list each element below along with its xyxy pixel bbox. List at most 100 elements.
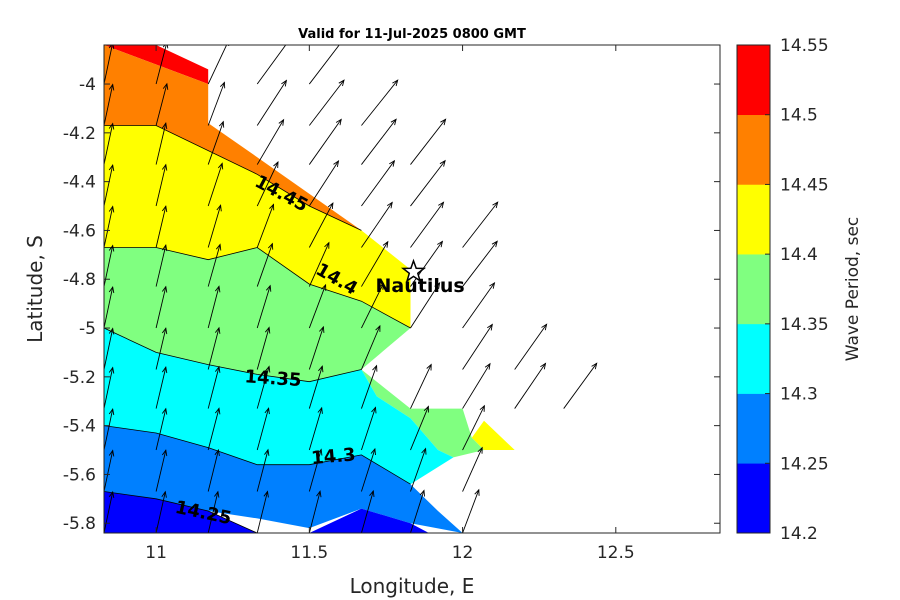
wave-arrow xyxy=(155,285,168,329)
wave-arrow xyxy=(514,323,548,370)
wave-arrow xyxy=(104,163,115,207)
wave-arrow xyxy=(410,201,445,248)
colorbar-tick-label: 14.45 xyxy=(780,175,829,195)
wave-arrow xyxy=(410,240,444,287)
wave-arrow xyxy=(256,160,279,207)
y-axis-label: Latitude, S xyxy=(23,235,47,343)
wave-arrow xyxy=(361,324,381,370)
y-tick-label: -4.8 xyxy=(63,270,96,290)
colorbar-tick-label: 14.25 xyxy=(780,454,829,474)
contour-line-14.25 xyxy=(104,491,258,533)
wave-arrow xyxy=(256,490,269,533)
wave-arrow xyxy=(155,244,168,287)
wave-arrow xyxy=(361,118,397,165)
wave-arrow xyxy=(104,205,115,248)
wave-arrow xyxy=(514,362,547,409)
contour-band-14.45-14.5 xyxy=(104,45,362,231)
wave-arrow xyxy=(104,122,115,165)
wave-arrow xyxy=(360,489,375,533)
wave-arrow xyxy=(308,448,323,492)
colorbar-tick-label: 14.3 xyxy=(780,385,818,405)
wave-arrow xyxy=(155,122,168,165)
y-tick-label: -4 xyxy=(79,75,96,95)
wave-arrow xyxy=(308,241,330,287)
colorbar-tick-label: 14.4 xyxy=(780,245,818,265)
contour-band-14.25-14.3 xyxy=(104,425,463,533)
wave-arrow xyxy=(256,365,271,409)
wave-arrow xyxy=(308,490,322,533)
wave-arrow xyxy=(256,118,285,165)
station-star-icon xyxy=(400,258,427,283)
contour-band-14.35-14.4 xyxy=(361,369,484,458)
wave-arrow xyxy=(104,327,115,370)
contour-band-14.2-14.25 xyxy=(104,491,258,533)
colorbar-label: Wave Period, sec xyxy=(843,217,863,362)
wave-arrow xyxy=(104,490,115,533)
contour-line-14.3 xyxy=(104,425,411,485)
colorbar-segment xyxy=(737,114,770,185)
contour-band-14.35-14.4 xyxy=(104,247,411,382)
wave-arrow xyxy=(361,447,376,492)
wave-arrow xyxy=(207,204,222,248)
colorbar-segment xyxy=(737,45,770,116)
wave-arrow xyxy=(308,365,324,409)
wave-arrow xyxy=(361,364,378,409)
wave-arrow xyxy=(207,120,225,165)
wave-arrow xyxy=(308,79,345,126)
wave-arrow xyxy=(410,159,446,207)
wave-arrow xyxy=(155,366,168,409)
wave-arrow xyxy=(308,118,342,165)
wave-arrow xyxy=(155,327,168,370)
x-axis-ticks: 11 11.5 12 12.5 xyxy=(145,45,635,563)
contour-band-14.3-14.35 xyxy=(104,328,454,485)
wave-arrow xyxy=(104,366,115,409)
contour-label-14.35: 14.35 xyxy=(244,366,302,391)
wave-arrow xyxy=(361,159,396,207)
wave-arrow xyxy=(104,45,115,85)
wave-arrow xyxy=(308,283,327,329)
wave-arrow xyxy=(361,201,393,248)
wave-arrow xyxy=(207,243,222,287)
wave-arrow xyxy=(308,406,323,451)
wave-arrow xyxy=(207,490,220,533)
wave-arrow xyxy=(155,407,168,451)
contour-fills xyxy=(104,45,515,533)
x-tick-label: 12 xyxy=(452,543,474,563)
wave-arrow xyxy=(256,284,272,329)
y-axis-ticks: -4 -4.2 -4.4 -4.6 -4.8 -5 -5.2 -5.4 -5.6 -5.8 xyxy=(63,75,720,534)
colorbar-segment xyxy=(737,184,770,255)
x-tick-label: 11.5 xyxy=(290,543,328,563)
wave-arrow xyxy=(256,203,275,248)
wave-arrow xyxy=(207,45,230,85)
wave-arrow xyxy=(256,79,288,126)
wave-arrow xyxy=(104,407,115,451)
wave-arrow xyxy=(155,490,167,533)
x-axis-label: Longitude, E xyxy=(350,574,475,598)
wave-arrow xyxy=(462,446,483,492)
wave-arrow xyxy=(410,489,425,533)
y-tick-label: -5.2 xyxy=(63,368,96,388)
wave-arrow xyxy=(207,365,221,409)
contour-label-14.3: 14.3 xyxy=(310,444,356,469)
wave-arrow xyxy=(462,362,491,409)
x-tick-label: 12.5 xyxy=(597,543,635,563)
wave-arrow xyxy=(308,325,325,370)
wave-arrow xyxy=(207,448,220,492)
wave-arrow xyxy=(155,82,169,126)
wave-arrow xyxy=(104,83,115,126)
wave-arrow xyxy=(462,201,499,248)
wave-arrow xyxy=(361,240,389,287)
wave-arrow xyxy=(462,323,493,370)
wave-arrow xyxy=(207,162,224,207)
wave-arrow xyxy=(410,282,441,329)
wave-arrow xyxy=(207,81,226,126)
wave-arrow xyxy=(256,45,287,85)
y-tick-label: -4.4 xyxy=(63,173,96,193)
contour-band-14.4-14.45 xyxy=(471,420,515,450)
wave-arrow xyxy=(462,240,498,287)
wave-arrow xyxy=(361,79,399,126)
wave-arrow xyxy=(308,160,340,207)
wave-direction-arrows xyxy=(104,45,598,533)
wave-arrow xyxy=(104,45,105,46)
